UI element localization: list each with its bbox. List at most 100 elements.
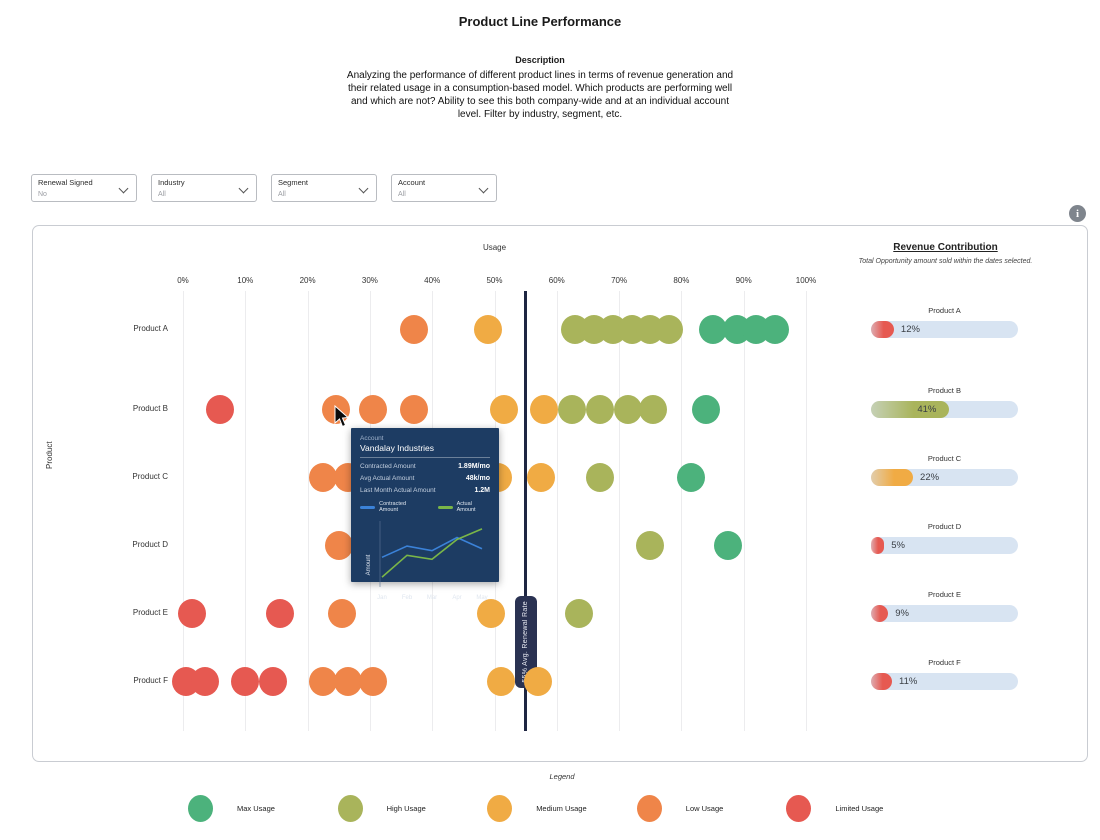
usage-dot[interactable] xyxy=(399,394,428,424)
usage-dot[interactable] xyxy=(760,314,789,344)
filter-label: Renewal Signed xyxy=(38,178,93,187)
mouse-cursor-icon xyxy=(334,405,350,428)
revenue-bar-label: Product D xyxy=(927,522,962,531)
x-tick-label: 50% xyxy=(486,276,503,285)
usage-dot[interactable] xyxy=(399,314,428,344)
usage-dot[interactable] xyxy=(639,394,668,424)
tooltip-metric-value: 48k/mo xyxy=(465,475,490,482)
usage-dot[interactable] xyxy=(558,394,587,424)
usage-dot[interactable] xyxy=(530,394,559,424)
tooltip-account-label: Account xyxy=(360,435,384,442)
legend-swatch-icon xyxy=(437,505,453,509)
usage-dot[interactable] xyxy=(477,598,506,628)
legend-item-label: Max Usage xyxy=(237,804,275,813)
gridline xyxy=(743,291,745,731)
revenue-bar-fill xyxy=(871,537,885,554)
tooltip-metric-row: Last Month Actual Amount 1.2M xyxy=(360,487,490,494)
revenue-bar-fill xyxy=(871,321,894,338)
usage-dot[interactable] xyxy=(654,314,683,344)
filter-account[interactable]: Account All xyxy=(391,174,497,202)
usage-dot[interactable] xyxy=(190,666,219,696)
revenue-bar-percent: 12% xyxy=(900,324,920,335)
gridline xyxy=(307,291,309,731)
tooltip-legend: Contracted Amount Actual Amount xyxy=(360,501,490,513)
legend-dot-icon xyxy=(337,795,363,822)
filter-segment[interactable]: Segment All xyxy=(271,174,377,202)
usage-dot[interactable] xyxy=(327,598,356,628)
usage-dot[interactable] xyxy=(309,462,338,492)
revenue-bar-label: Product A xyxy=(928,306,961,315)
info-icon-glyph: i xyxy=(1075,207,1080,220)
revenue-panel-subtitle: Total Opportunity amount sold within the… xyxy=(858,258,1033,265)
usage-dot[interactable] xyxy=(586,394,615,424)
usage-dot[interactable] xyxy=(564,598,593,628)
usage-dot[interactable] xyxy=(698,314,727,344)
filter-selected-value: All xyxy=(398,191,406,198)
usage-dot[interactable] xyxy=(527,462,556,492)
usage-dot[interactable] xyxy=(324,530,353,560)
usage-dot[interactable] xyxy=(231,666,260,696)
revenue-panel-title: Revenue Contribution xyxy=(893,242,998,253)
row-label-product-f: Product F xyxy=(133,676,168,685)
gridline xyxy=(681,291,683,731)
filter-industry[interactable]: Industry All xyxy=(151,174,257,202)
scatter-plot: Account Vandalay Industries Contracted A… xyxy=(172,276,816,731)
usage-dot[interactable] xyxy=(692,394,721,424)
usage-dot[interactable] xyxy=(206,394,235,424)
revenue-bar-track xyxy=(871,673,1018,690)
usage-dot[interactable] xyxy=(489,394,518,424)
legend-item-label: Limited Usage xyxy=(835,804,884,813)
mini-chart-x-label: Mar xyxy=(427,595,437,601)
x-tick-label: 100% xyxy=(795,276,817,285)
revenue-bar-label: Product E xyxy=(928,590,961,599)
description-text: Analyzing the performance of different p… xyxy=(346,70,734,120)
usage-dot[interactable] xyxy=(614,394,643,424)
usage-dot[interactable] xyxy=(265,598,294,628)
gridline xyxy=(556,291,558,731)
x-tick-label: 40% xyxy=(424,276,441,285)
filter-renewal-signed[interactable]: Renewal Signed No xyxy=(31,174,137,202)
avg-renewal-line xyxy=(524,291,528,731)
revenue-bar-track xyxy=(871,321,1018,338)
chart-card: Usage Product Product A Product B Product … xyxy=(32,225,1088,762)
legend-dot-icon xyxy=(636,795,662,822)
tooltip-metric-value: 1.89M/mo xyxy=(458,463,490,470)
usage-dot[interactable] xyxy=(359,394,387,424)
usage-dot[interactable] xyxy=(486,666,515,696)
usage-dot[interactable] xyxy=(474,314,503,344)
usage-dot[interactable] xyxy=(524,666,553,696)
usage-dot[interactable] xyxy=(586,462,615,492)
info-icon[interactable]: i xyxy=(1069,205,1086,222)
revenue-bar-percent: 41% xyxy=(917,404,937,415)
gridline xyxy=(806,291,807,731)
x-tick-label: 90% xyxy=(735,276,752,285)
usage-dot[interactable] xyxy=(259,666,288,696)
usage-dot[interactable] xyxy=(714,530,743,560)
filter-selected-value: All xyxy=(158,191,166,198)
mini-chart-x-label: Jan xyxy=(377,595,387,601)
usage-dot[interactable] xyxy=(636,530,665,560)
x-tick-label: 0% xyxy=(177,276,189,285)
tooltip-metric-row: Avg Actual Amount 48k/mo xyxy=(360,475,490,482)
mini-chart-line xyxy=(381,536,483,559)
filter-label: Industry xyxy=(158,178,185,187)
row-label-product-b: Product B xyxy=(132,404,168,413)
legend-item-label: Low Usage xyxy=(685,804,724,813)
revenue-bar-percent: 5% xyxy=(891,540,905,551)
legend-item-low: Low Usage xyxy=(636,795,787,822)
tooltip-legend-item: Contracted Amount xyxy=(360,501,424,513)
x-tick-label: 30% xyxy=(361,276,378,285)
mini-chart-line xyxy=(381,528,483,578)
usage-dot[interactable] xyxy=(676,462,705,492)
tooltip-legend-label: Actual Amount xyxy=(456,501,476,513)
legend-dot-icon xyxy=(786,795,812,822)
row-label-product-a: Product A xyxy=(133,324,168,333)
usage-dot[interactable] xyxy=(309,666,338,696)
usage-dot[interactable] xyxy=(334,666,363,696)
description-heading: Description xyxy=(515,55,565,65)
usage-dot[interactable] xyxy=(359,666,387,696)
usage-dot[interactable] xyxy=(178,598,207,628)
avg-renewal-label: 55% Avg. Renewal Rate xyxy=(514,596,537,688)
legend-title: Legend xyxy=(549,772,575,781)
gridline xyxy=(183,291,184,731)
